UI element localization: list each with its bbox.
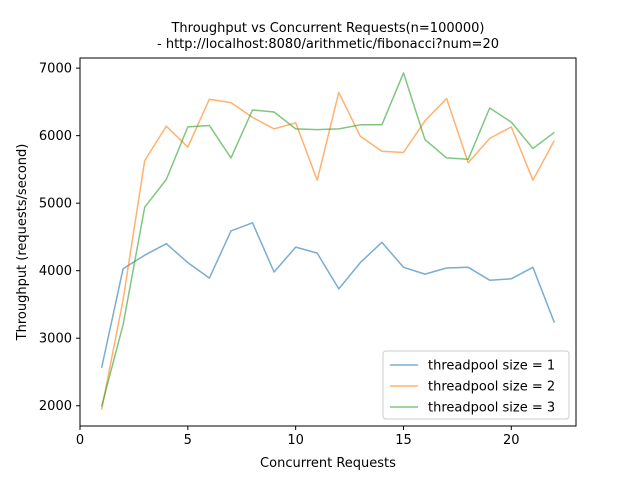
chart-title-line2: - http://localhost:8080/arithmetic/fibon… (157, 37, 499, 52)
y-axis-label: Throughput (requests/second) (15, 144, 30, 342)
series-line-3 (100, 72, 555, 407)
x-tick-label: 5 (184, 433, 192, 448)
series-line-2 (100, 91, 556, 410)
x-tick-label: 0 (76, 433, 84, 448)
legend-label-1: threadpool size = 1 (428, 359, 555, 374)
y-tick-label: 6000 (39, 129, 72, 144)
x-tick-label: 10 (287, 433, 304, 448)
y-axis: 2000 3000 4000 5000 6000 7000 (39, 62, 80, 414)
legend-label-3: threadpool size = 3 (428, 401, 555, 416)
x-tick-label: 15 (395, 433, 412, 448)
x-tick-label: 20 (503, 433, 520, 448)
series-layer (100, 72, 556, 410)
x-axis: 0 5 10 15 20 (76, 426, 520, 448)
legend-box (382, 350, 570, 420)
y-tick-label: 4000 (39, 264, 72, 279)
legend-label-2: threadpool size = 2 (428, 380, 555, 395)
y-tick-label: 7000 (39, 62, 72, 77)
plot-area-frame (79, 57, 577, 427)
x-axis-label: Concurrent Requests (260, 456, 396, 471)
legend: threadpool size = 1 threadpool size = 2 th… (382, 350, 570, 420)
chart-title-line1: Throughput vs Concurrent Requests(n=1000… (170, 21, 484, 36)
y-tick-label: 5000 (39, 197, 72, 212)
series-line-1 (100, 222, 556, 369)
y-tick-label: 3000 (39, 332, 72, 347)
y-tick-label: 2000 (39, 399, 72, 414)
